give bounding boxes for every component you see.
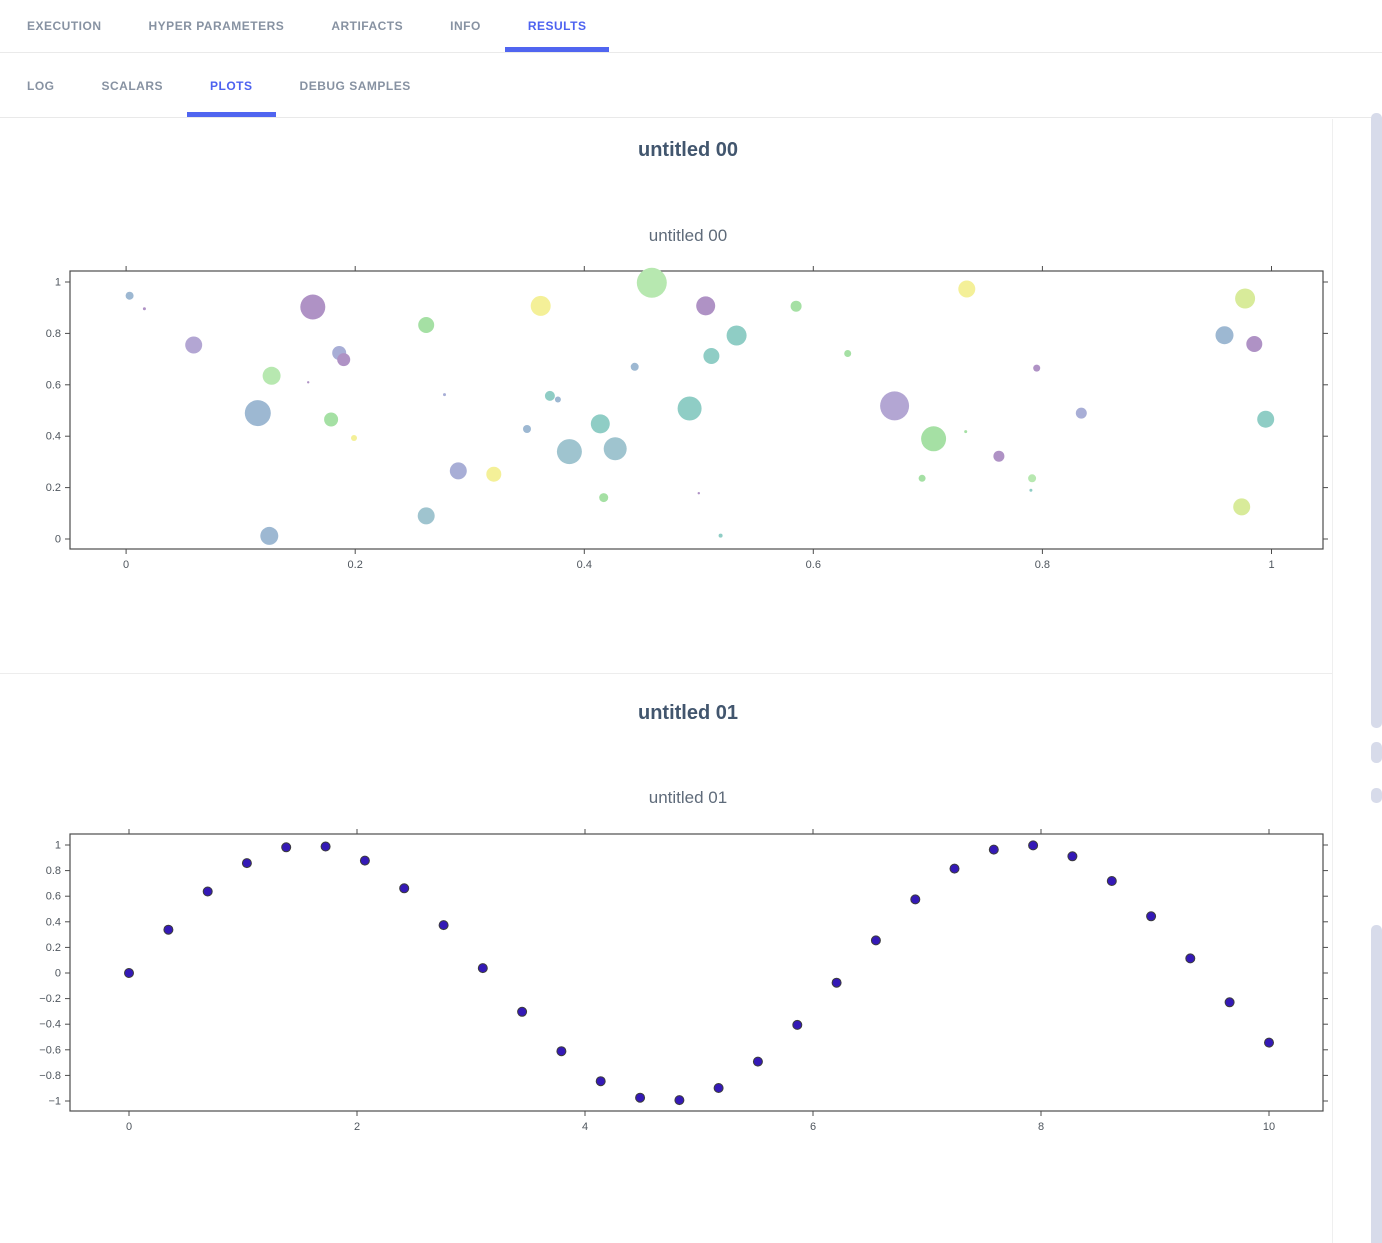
svg-text:0.8: 0.8 xyxy=(46,865,61,877)
tab-artifacts[interactable]: ARTIFACTS xyxy=(331,19,404,33)
scrollbar-thumb[interactable] xyxy=(1371,925,1382,1243)
svg-text:0.8: 0.8 xyxy=(46,328,61,340)
svg-text:1: 1 xyxy=(55,840,61,852)
svg-text:0.6: 0.6 xyxy=(806,559,821,571)
svg-text:0.2: 0.2 xyxy=(46,482,61,494)
scrollbar-thumb[interactable] xyxy=(1371,113,1382,728)
svg-text:−0.4: −0.4 xyxy=(39,1019,61,1031)
results-sub-tab-bar: LOG SCALARS PLOTS DEBUG SAMPLES xyxy=(0,54,1382,118)
svg-text:0: 0 xyxy=(55,534,61,546)
svg-text:0.2: 0.2 xyxy=(348,559,363,571)
svg-text:−0.2: −0.2 xyxy=(39,993,61,1005)
svg-text:1: 1 xyxy=(1268,559,1274,571)
svg-text:0: 0 xyxy=(55,968,61,980)
svg-text:4: 4 xyxy=(582,1121,588,1133)
svg-text:0.4: 0.4 xyxy=(46,916,61,928)
chart-title-untitled-01: untitled 01 xyxy=(648,788,728,807)
subtab-plots[interactable]: PLOTS xyxy=(187,54,275,117)
svg-text:0.4: 0.4 xyxy=(577,559,592,571)
svg-text:−0.8: −0.8 xyxy=(39,1070,61,1082)
scrollbar-mark[interactable] xyxy=(1371,742,1382,763)
tab-results[interactable]: RESULTS xyxy=(504,0,609,52)
tab-execution[interactable]: EXECUTION xyxy=(27,19,102,33)
svg-text:0: 0 xyxy=(123,559,129,571)
tab-hyper-parameters[interactable]: HYPER PARAMETERS xyxy=(148,19,285,33)
svg-text:−1: −1 xyxy=(48,1096,61,1108)
subtab-scalars[interactable]: SCALARS xyxy=(101,78,164,93)
svg-text:8: 8 xyxy=(1038,1121,1044,1133)
svg-text:6: 6 xyxy=(810,1121,816,1133)
svg-text:0: 0 xyxy=(126,1121,132,1133)
svg-text:0.8: 0.8 xyxy=(1035,559,1050,571)
panel-divider xyxy=(0,673,1332,674)
plot-panel-header-untitled-00: untitled 00 xyxy=(637,139,738,161)
bubble-scatter-chart[interactable]: 0 0.2 0.4 0.6 0.8 1 0 0.2 0.4 0.6 0.8 1 xyxy=(0,240,1382,580)
svg-text:0.6: 0.6 xyxy=(46,891,61,903)
plot-panel-header-untitled-01: untitled 01 xyxy=(637,702,738,724)
main-tab-bar: EXECUTION HYPER PARAMETERS ARTIFACTS INF… xyxy=(0,0,1382,53)
scrollbar-mark[interactable] xyxy=(1371,788,1382,803)
chart-title-untitled-00: untitled 00 xyxy=(648,226,728,245)
svg-text:−0.6: −0.6 xyxy=(39,1044,61,1056)
svg-text:0.2: 0.2 xyxy=(46,942,61,954)
sine-scatter-chart[interactable]: 0 2 4 6 8 10 −1 −0.8 −0.6 −0.4 −0.2 0 0.2 0.4 0.6 0.8 1 xyxy=(0,810,1382,1150)
svg-text:0.6: 0.6 xyxy=(46,379,61,391)
svg-text:2: 2 xyxy=(354,1121,360,1133)
svg-text:0.4: 0.4 xyxy=(46,431,61,443)
tab-info[interactable]: INFO xyxy=(450,19,481,33)
subtab-log[interactable]: LOG xyxy=(27,78,55,93)
content-right-border xyxy=(1332,119,1333,1243)
subtab-debug-samples[interactable]: DEBUG SAMPLES xyxy=(299,78,411,93)
svg-text:10: 10 xyxy=(1263,1121,1275,1133)
svg-text:1: 1 xyxy=(55,277,61,289)
